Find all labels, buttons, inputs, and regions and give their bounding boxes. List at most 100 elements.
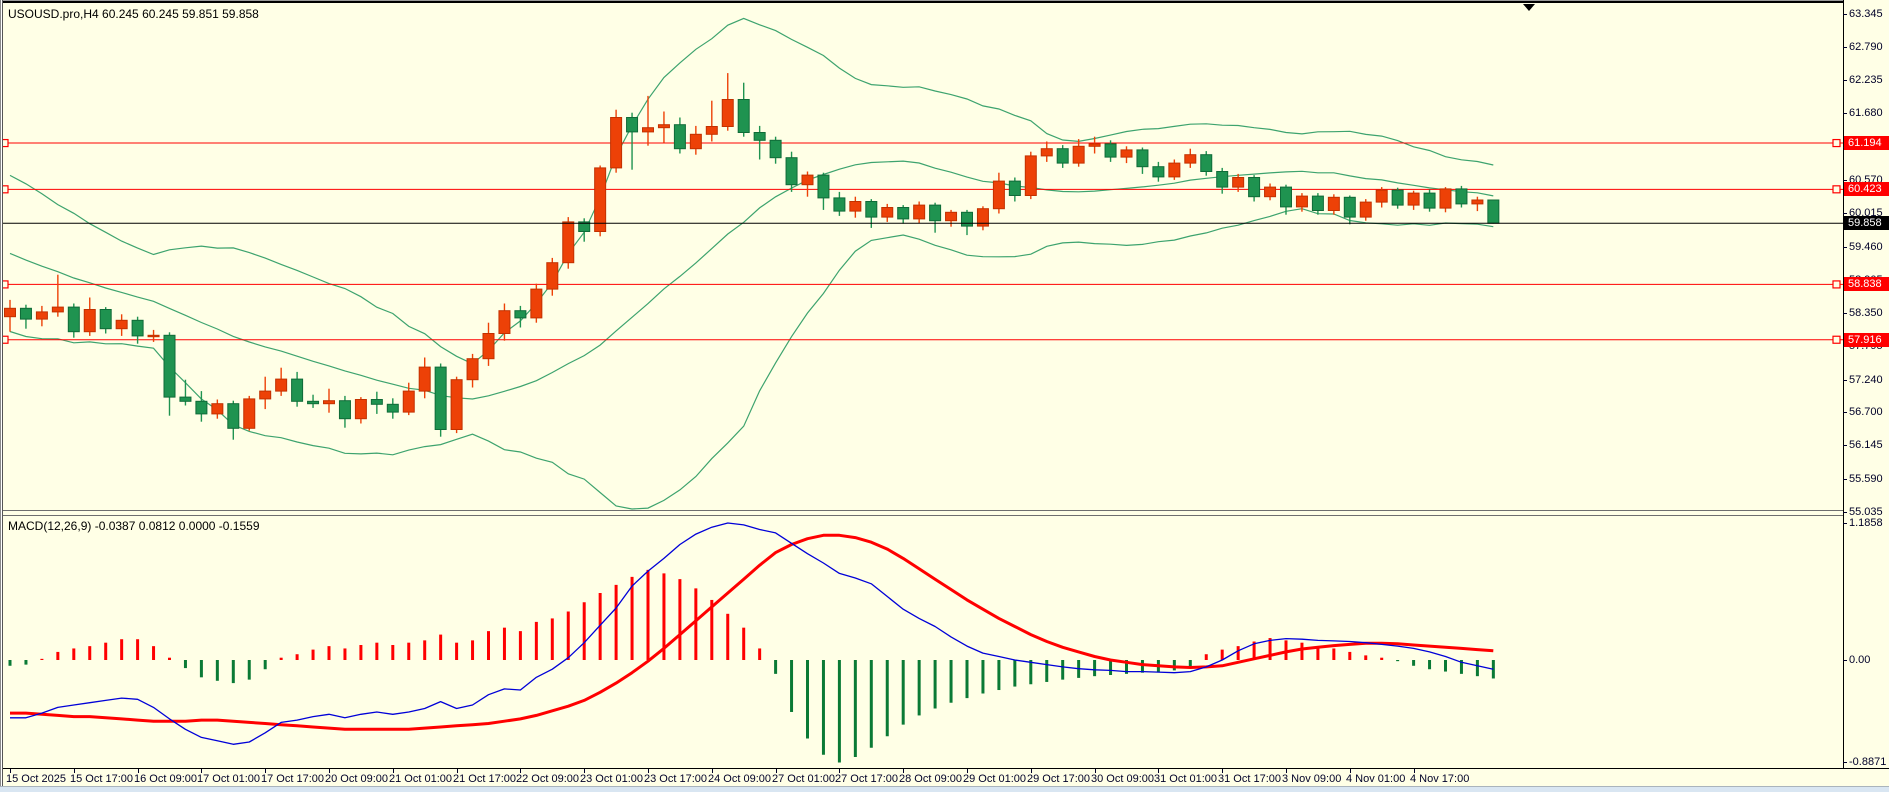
time-tick-label[interactable]: 21 Oct 17:00 [453,773,516,785]
time-tick-label[interactable]: 4 Nov 17:00 [1410,773,1470,785]
bull-candle[interactable] [1184,154,1197,164]
bear-candle[interactable] [163,334,176,398]
bull-candle[interactable] [243,398,256,429]
bear-candle[interactable] [626,117,639,133]
bear-candle[interactable] [1056,148,1069,164]
bear-candle[interactable] [578,221,591,232]
bear-candle[interactable] [131,319,144,337]
bear-candle[interactable] [769,139,782,159]
bull-candle[interactable] [35,311,48,320]
bull-candle[interactable] [881,207,894,218]
time-tick-label[interactable]: 27 Oct 01:00 [772,773,835,785]
shift-marker-triangle-icon[interactable] [1523,4,1535,11]
hline-handle[interactable] [1832,280,1841,289]
bear-candle[interactable] [19,307,32,320]
bull-candle[interactable] [354,399,367,420]
bear-candle[interactable] [1136,149,1149,168]
bear-candle[interactable] [785,157,798,186]
bull-candle[interactable] [1120,149,1133,158]
time-tick-label[interactable]: 30 Oct 09:00 [1091,773,1154,785]
bull-candle[interactable] [1327,196,1340,212]
bull-candle[interactable] [1439,188,1452,209]
bear-candle[interactable] [961,211,973,227]
time-tick-label[interactable]: 4 Nov 01:00 [1346,773,1406,785]
time-tick-label[interactable]: 31 Oct 01:00 [1154,773,1217,785]
bull-candle[interactable] [1232,177,1245,188]
bull-candle[interactable] [610,117,623,169]
macd-indicator-panel[interactable] [0,516,1843,768]
bull-candle[interactable] [1471,199,1484,205]
bull-candle[interactable] [498,310,511,335]
bull-candle[interactable] [1359,201,1372,218]
bull-candle[interactable] [562,221,575,264]
bear-candle[interactable] [817,174,830,199]
bear-candle[interactable] [1104,143,1117,158]
bull-candle[interactable] [992,180,1005,210]
bear-candle[interactable] [99,309,112,330]
bear-candle[interactable] [1152,166,1165,178]
time-axis[interactable]: 15 Oct 2025 15 Oct 17:00 16 Oct 09:00 17 Oc… [0,769,1889,786]
bull-candle[interactable] [275,378,288,392]
bull-candle[interactable] [211,403,224,415]
bear-candle[interactable] [753,132,766,141]
bull-candle[interactable] [530,288,543,319]
hline-handle[interactable] [1832,185,1841,194]
bull-candle[interactable] [402,390,415,413]
time-tick-label[interactable]: 22 Oct 09:00 [516,773,579,785]
bear-candle[interactable] [1216,171,1229,188]
bear-candle[interactable] [1391,189,1404,206]
bull-candle[interactable] [115,319,128,330]
bear-candle[interactable] [227,403,240,429]
bear-candle[interactable] [370,399,383,405]
bull-candle[interactable] [83,309,96,333]
time-tick-label[interactable]: 28 Oct 09:00 [899,773,962,785]
price-chart-panel[interactable] [0,3,1843,510]
bull-candle[interactable] [418,366,431,392]
bear-candle[interactable] [179,396,192,402]
bull-candle[interactable] [1375,189,1388,203]
bull-candle[interactable] [1072,145,1085,164]
bull-candle[interactable] [1295,195,1308,208]
time-tick-label[interactable]: 3 Nov 09:00 [1282,773,1342,785]
bull-candle[interactable] [1264,186,1277,198]
price-axis[interactable] [1843,0,1889,768]
bear-candle[interactable] [514,310,527,319]
bear-candle[interactable] [1311,195,1324,212]
bull-candle[interactable] [594,167,607,232]
bear-candle[interactable] [929,204,942,222]
bear-candle[interactable] [1280,186,1292,208]
time-tick-label[interactable]: 27 Oct 17:00 [835,773,898,785]
bear-candle[interactable] [338,400,351,420]
bear-candle[interactable] [1248,177,1261,198]
bear-candle[interactable] [1008,180,1021,197]
bear-candle[interactable] [386,403,399,413]
time-tick-label[interactable]: 17 Oct 17:00 [261,773,324,785]
bear-candle[interactable] [833,197,846,212]
bear-candle[interactable] [1343,196,1356,218]
time-tick-label[interactable]: 23 Oct 01:00 [580,773,643,785]
bear-candle[interactable] [673,124,686,150]
bull-candle[interactable] [689,133,702,150]
bull-candle[interactable] [849,201,862,212]
bull-candle[interactable] [657,124,670,129]
bull-candle[interactable] [976,208,989,227]
bull-candle[interactable] [323,400,335,405]
bear-candle[interactable] [865,201,878,218]
bull-candle[interactable] [546,262,559,290]
time-tick-label[interactable]: 21 Oct 01:00 [389,773,452,785]
bull-candle[interactable] [945,211,958,222]
bear-candle[interactable] [1423,192,1436,209]
bear-candle[interactable] [67,306,80,333]
time-tick-label[interactable]: 24 Oct 09:00 [708,773,771,785]
bull-candle[interactable] [801,174,814,186]
bear-candle[interactable] [897,207,910,220]
bull-candle[interactable] [1024,155,1037,196]
bear-candle[interactable] [434,366,447,431]
time-tick-label[interactable]: 15 Oct 2025 [6,773,66,785]
bull-candle[interactable] [466,358,479,381]
bull-candle[interactable] [259,390,272,400]
bull-candle[interactable] [1040,148,1053,157]
time-tick-label[interactable]: 23 Oct 17:00 [644,773,707,785]
hline-handle[interactable] [1832,335,1841,344]
panel-divider[interactable] [0,510,1843,516]
